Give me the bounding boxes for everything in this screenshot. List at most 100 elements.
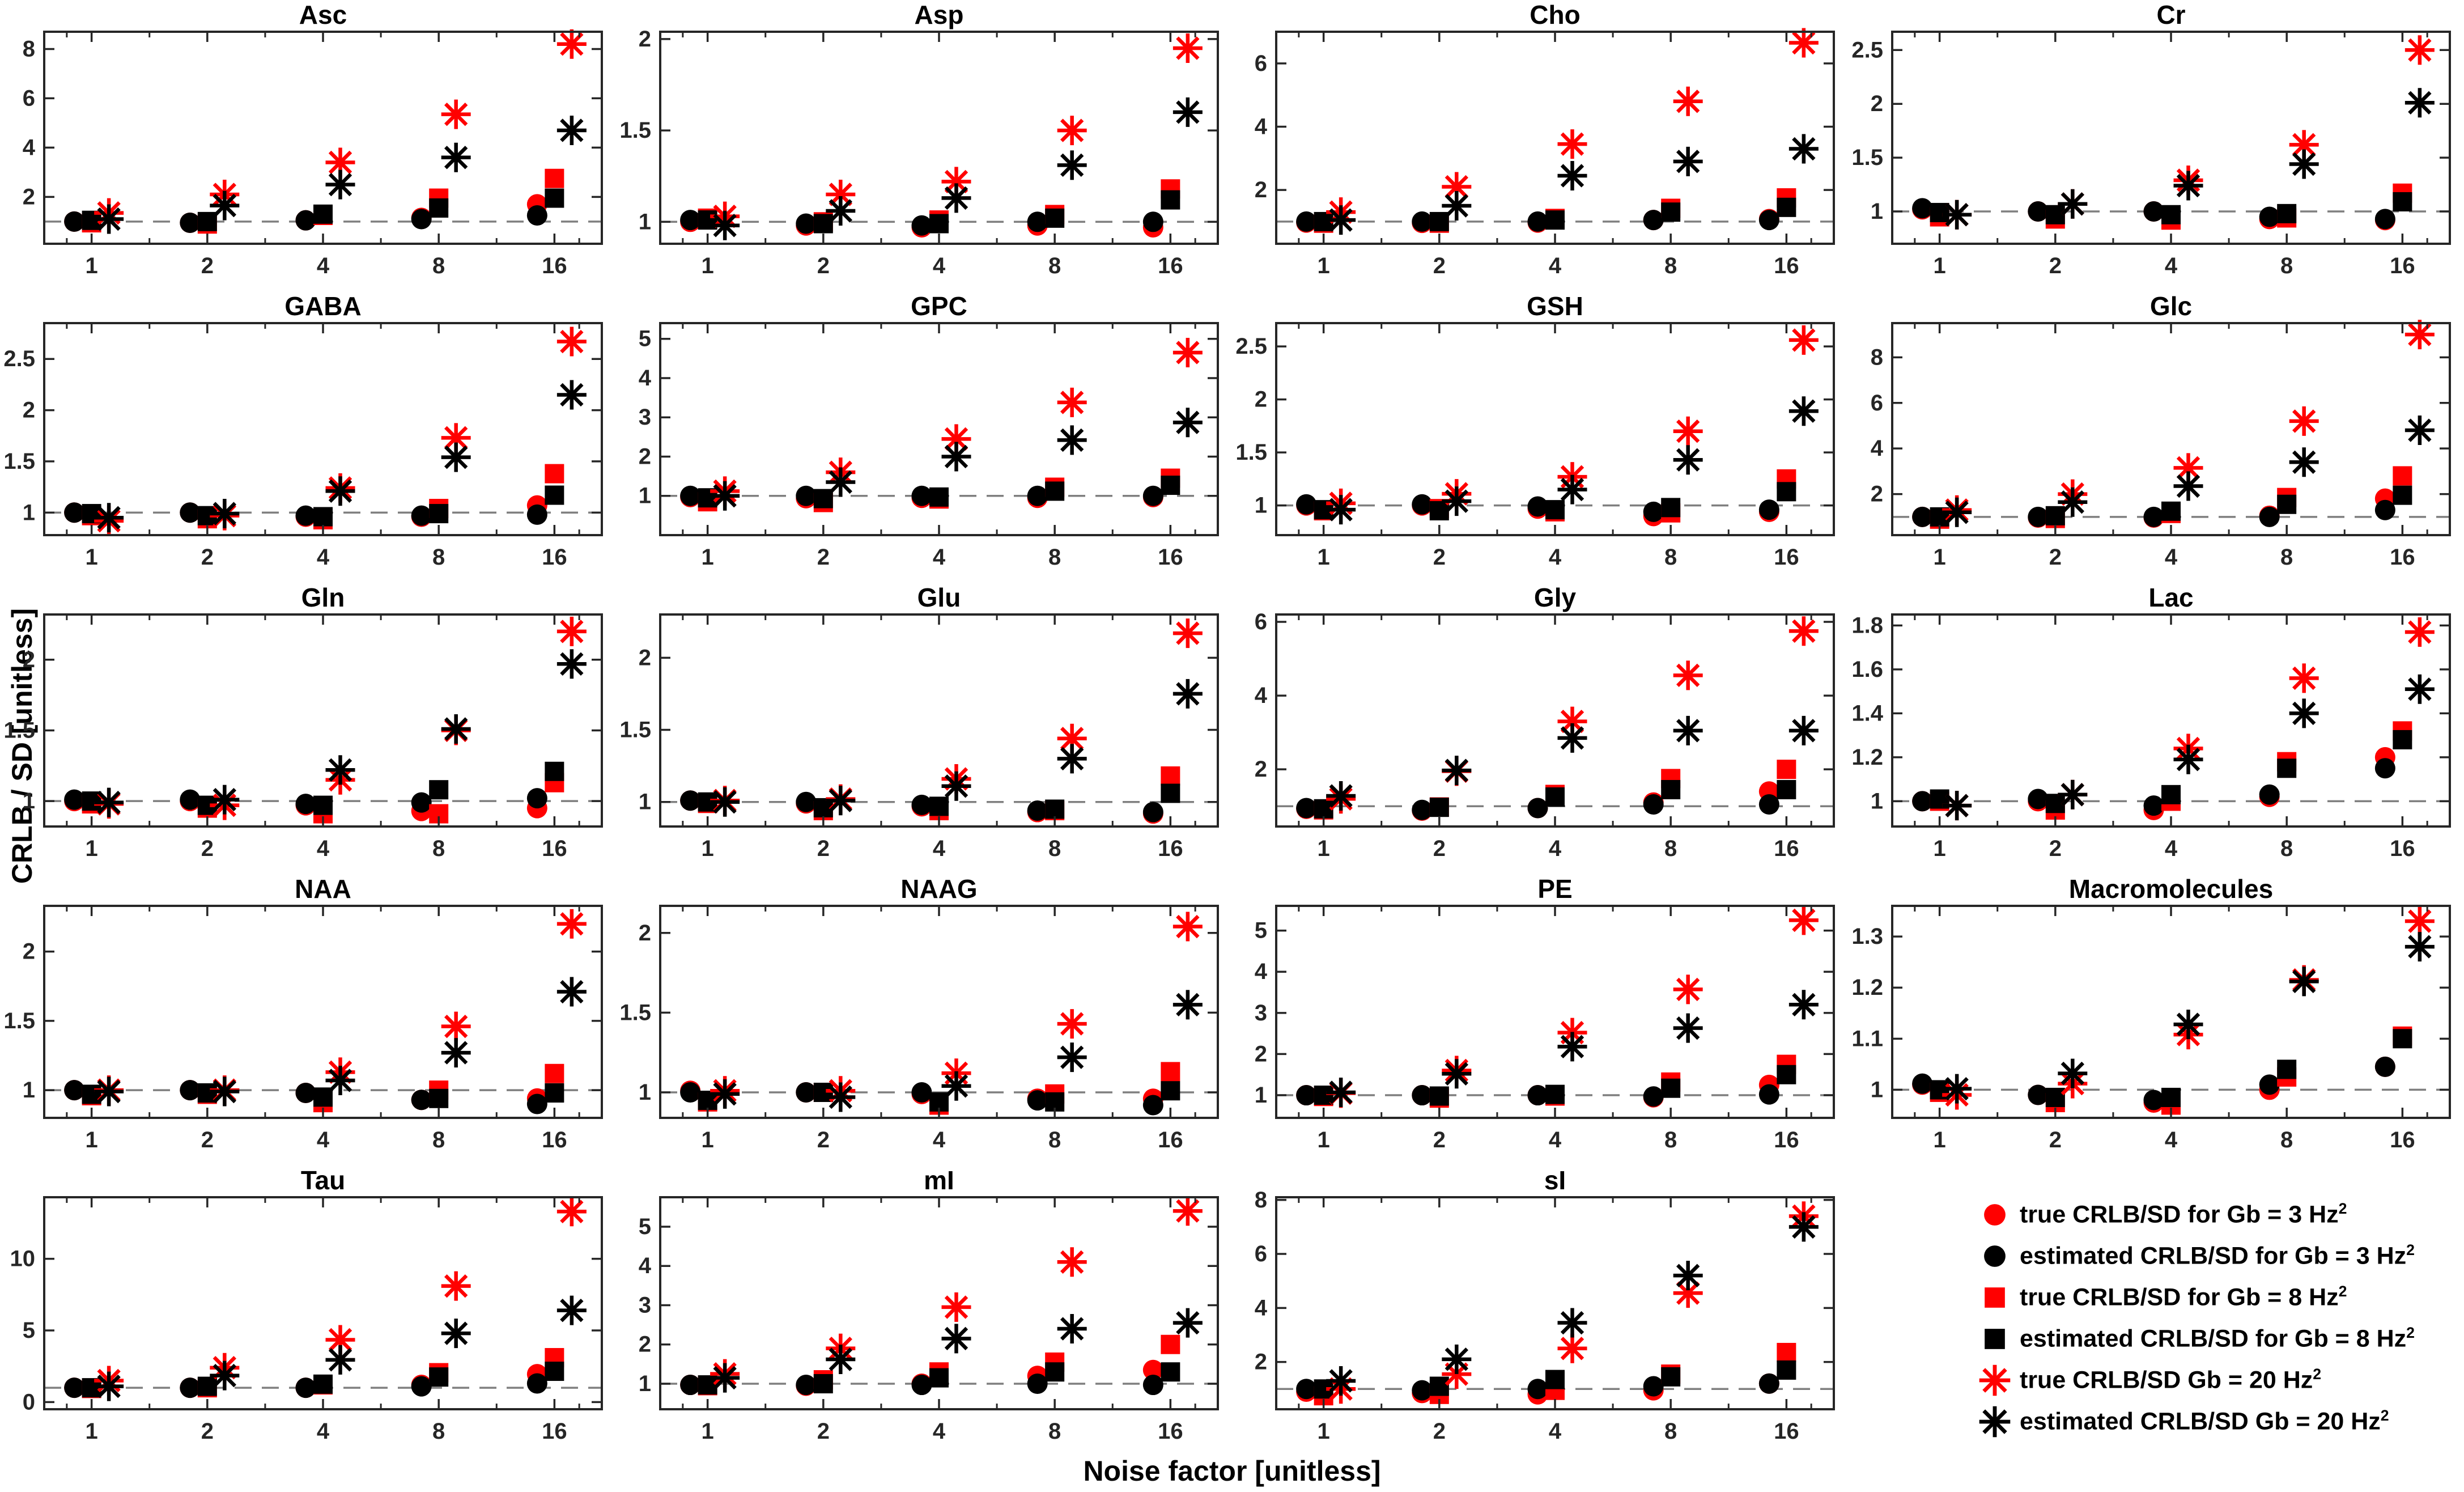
y-tick-label: 3 [1255,1001,1267,1025]
y-tick-label: 4 [639,1253,652,1278]
x-tick-label: 4 [317,1419,330,1444]
legend: true CRLB/SD for Gb = 3 Hz2 estimated CR… [1970,1194,2415,1442]
series-4-star-red [1326,1201,1819,1404]
y-tick-label: 2 [23,647,35,672]
x-tick-label: 8 [1664,1419,1677,1444]
y-tick-label: 8 [23,36,35,61]
subplot-gpc: GPC 1 2 4 8 16 1 2 3 4 5 [616,291,1232,583]
x-tick-label: 1 [1318,1128,1330,1152]
series-3-square-black [1930,485,2412,527]
series-5-star-black [1326,990,1819,1107]
series-2-square-red [82,168,564,234]
plot-svg-gsh: GSH 1 2 4 8 16 1 1.5 2 2.5 [1235,291,1835,570]
legend-label: true CRLB/SD for Gb = 3 Hz2 [2020,1200,2347,1228]
series-1-circle-black [1296,210,1779,232]
red-square-marker-icon [1970,1279,2020,1316]
y-tick-label: 4 [1255,959,1268,984]
y-tick-label: 6 [1255,609,1267,634]
plot-box [659,905,1219,1119]
x-tick-label: 4 [933,253,946,278]
plot-svg-gaba: GABA 1 2 4 8 16 1 1.5 2 2.5 [3,291,603,570]
y-tick-label: 4 [1255,683,1268,708]
series-3-square-black [1930,730,2412,813]
x-tick-label: 16 [1774,1128,1799,1152]
x-tick-label: 2 [201,253,214,278]
x-tick-label: 2 [201,836,214,861]
x-tick-label: 4 [2165,253,2178,278]
y-tick-label: 1.5 [3,449,35,474]
y-tick-label: 1 [639,1371,651,1396]
subplot-naa: NAA 1 2 4 8 16 1 1.5 2 [0,874,616,1165]
x-tick-label: 2 [817,1128,830,1152]
x-tick-label: 1 [1934,1128,1946,1152]
x-tick-label: 16 [542,1128,567,1152]
series-1-circle-black [680,210,1163,236]
subplot-title: Gly [1534,583,1577,612]
x-tick-label: 2 [1433,1419,1446,1444]
y-tick-label: 1 [1255,1083,1267,1108]
series-5-star-black [1326,1212,1819,1396]
series-1-circle-black [1912,198,2395,230]
y-tick-label: 4 [639,366,652,391]
red-circle-marker-icon [1970,1197,2020,1233]
y-tick-label: 2 [1255,177,1267,202]
y-tick-label: 1 [639,484,651,508]
y-tick-label: 1.6 [1851,657,1883,682]
y-tick-label: 6 [1255,51,1267,76]
x-axis-label: Noise factor [unitless] [1083,1455,1381,1487]
series-1-circle-black [1296,494,1779,522]
subplot-title: Lac [2148,583,2193,612]
subplot-naag: NAAG 1 2 4 8 16 1 1.5 2 [616,874,1232,1165]
y-tick-label: 2.5 [1851,37,1883,62]
x-tick-label: 2 [817,545,830,570]
x-tick-label: 4 [317,253,330,278]
y-tick-label: 1.8 [1851,613,1883,638]
plot-svg-glu: Glu 1 2 4 8 16 1 1.5 2 [619,583,1219,861]
series-1-circle-black [64,1080,547,1114]
black-asterisk-marker-icon [1970,1404,2020,1440]
black-circle-marker-icon [1970,1238,2020,1274]
x-tick-label: 16 [2390,545,2415,570]
series-3-square-black [1314,779,1796,819]
y-tick-label: 2 [23,184,35,209]
x-tick-label: 4 [933,1128,946,1152]
series-4-star-red [1326,616,1819,814]
x-tick-label: 8 [432,1419,445,1444]
y-tick-label: 6 [23,86,35,111]
y-tick-label: 1.5 [619,118,651,143]
y-tick-label: 6 [1871,391,1883,416]
x-tick-label: 8 [432,1128,445,1152]
y-tick-label: 1.5 [1235,440,1267,465]
x-tick-label: 4 [1549,1128,1562,1152]
x-tick-label: 1 [1318,1419,1330,1444]
subplot-title: PE [1537,874,1572,904]
plot-box [43,905,603,1119]
x-tick-label: 16 [1158,1419,1183,1444]
series-4-star-red [1326,905,1819,1108]
x-tick-label: 2 [1433,1128,1446,1152]
series-3-square-black [82,1362,564,1398]
subplot-title: Glu [917,583,961,612]
x-tick-label: 4 [1549,1419,1562,1444]
series-3-square-black [1314,1065,1796,1106]
legend-label: true CRLB/SD Gb = 20 Hz2 [2020,1366,2322,1394]
series-1-circle-black [64,1373,547,1398]
x-tick-label: 1 [702,545,714,570]
x-tick-label: 1 [86,836,98,861]
subplot-title: Cho [1530,0,1580,29]
series-3-square-black [698,1362,1180,1395]
x-tick-label: 16 [2390,836,2415,861]
subplot-lac: Lac 1 2 4 8 16 1 1.2 1.4 1.6 1.8 [1848,583,2464,874]
x-tick-label: 8 [1048,836,1061,861]
subplot-title: Cr [2156,0,2185,29]
plot-svg-asp: Asp 1 2 4 8 16 1 1.5 2 [619,0,1219,278]
x-tick-label: 1 [1318,836,1330,861]
subplot-title: GPC [911,291,967,321]
x-tick-label: 2 [817,253,830,278]
series-4-star-red [1942,617,2435,821]
y-tick-label: 8 [1255,1188,1267,1213]
x-tick-label: 1 [1318,545,1330,570]
x-tick-label: 1 [702,1128,714,1152]
subplot-cr: Cr 1 2 4 8 16 1 1.5 2 2.5 [1848,0,2464,291]
